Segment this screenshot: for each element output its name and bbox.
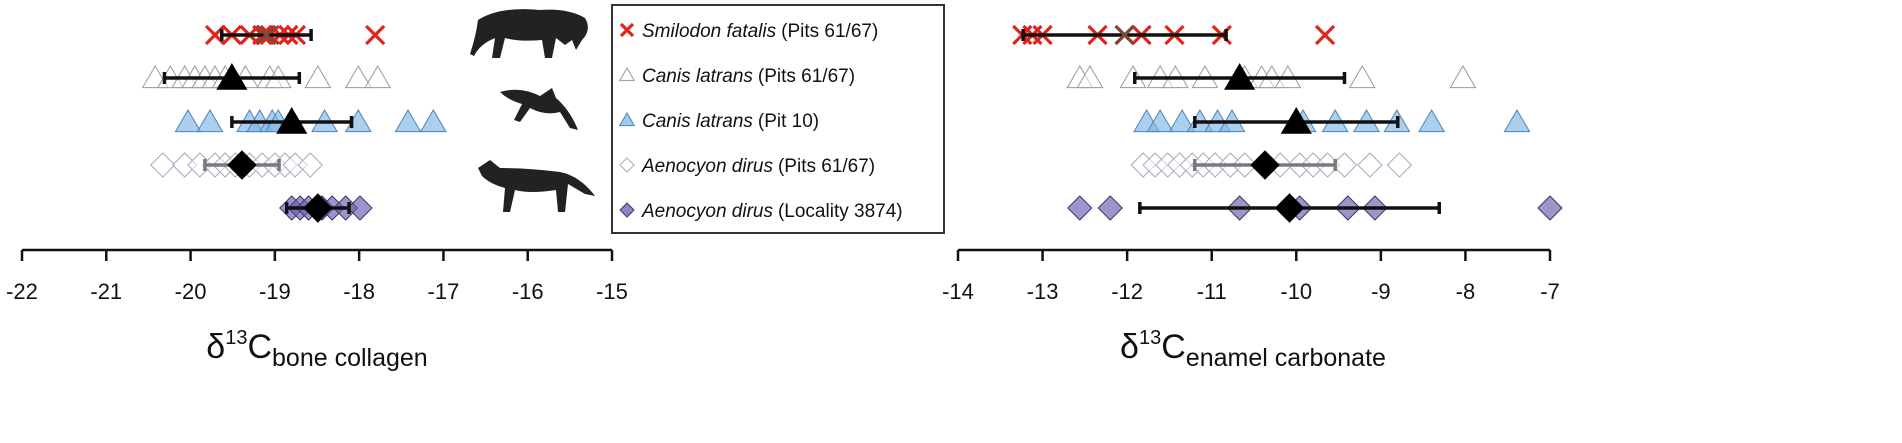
x-axis-label-part: enamel carbonate <box>1186 344 1386 372</box>
smilodon-silhouette <box>470 9 588 58</box>
legend-marker <box>619 22 635 38</box>
legend-group: (Pit 10) <box>758 111 819 132</box>
data-point <box>1418 109 1446 133</box>
legend-label: Aenocyon dirus (Locality 3874) <box>641 201 903 222</box>
data-point <box>1348 65 1376 89</box>
data-point <box>1146 109 1174 133</box>
data-point <box>174 109 202 133</box>
data-point <box>196 109 224 133</box>
x-tick-label: -20 <box>175 279 207 304</box>
data-point <box>150 152 176 178</box>
data-point <box>1067 195 1093 221</box>
x-tick-label: -15 <box>596 279 628 304</box>
x-axis-label: δ13Cbone collagen <box>206 327 427 372</box>
data-point <box>347 195 373 221</box>
legend-marker <box>618 112 636 127</box>
mean-marker <box>276 107 308 134</box>
x-axis-label-part: 13 <box>1139 327 1161 349</box>
data-point <box>1537 195 1563 221</box>
mean-marker <box>1250 150 1280 180</box>
data-point <box>1097 195 1123 221</box>
legend-name: Canis latrans <box>642 66 753 87</box>
data-point <box>1357 152 1383 178</box>
data-point <box>304 65 332 89</box>
direwolf-silhouette <box>478 160 595 212</box>
mean-marker <box>1224 63 1256 90</box>
x-tick-label: -19 <box>259 279 291 304</box>
mean-marker <box>1274 193 1305 223</box>
data-point <box>364 65 392 89</box>
mean-marker <box>1280 107 1312 134</box>
x-tick-label: -18 <box>343 279 375 304</box>
legend-name: Aenocyon dirus <box>641 156 773 177</box>
x-axis-label-part: C <box>247 328 272 366</box>
x-tick-label: -21 <box>90 279 122 304</box>
x-tick-label: -10 <box>1280 279 1312 304</box>
data-point <box>1386 152 1413 178</box>
data-point <box>297 152 323 178</box>
data-point <box>344 65 372 89</box>
x-axis-label-part: C <box>1161 328 1186 366</box>
mean-marker <box>303 193 333 223</box>
legend-label: Smilodon fatalis (Pits 61/67) <box>642 21 878 42</box>
mean-marker <box>1114 24 1135 46</box>
x-tick-label: -14 <box>942 279 974 304</box>
legend-name: Smilodon fatalis <box>642 21 777 42</box>
x-axis-label: δ13Cenamel carbonate <box>1120 327 1386 372</box>
data-point <box>394 109 422 133</box>
silhouettes <box>470 9 595 212</box>
legend-group: (Pits 61/67) <box>781 21 878 42</box>
data-point <box>1314 24 1336 46</box>
x-tick-label: -13 <box>1027 279 1059 304</box>
x-tick-label: -17 <box>428 279 460 304</box>
data-point <box>1449 65 1477 89</box>
x-axis-label-part: 13 <box>225 327 247 349</box>
x-axis-label-part: δ <box>206 328 225 366</box>
data-point <box>419 109 447 133</box>
mean-marker <box>216 63 248 90</box>
x-tick-label: -8 <box>1456 279 1476 304</box>
legend-group: (Pits 61/67) <box>758 66 855 87</box>
x-tick-label: -11 <box>1197 279 1227 304</box>
legend-group: (Locality 3874) <box>778 201 903 222</box>
legend-name: Aenocyon dirus <box>641 201 773 222</box>
x-tick-label: -16 <box>512 279 544 304</box>
legend-name: Canis latrans <box>642 111 753 132</box>
data-point <box>1168 109 1196 133</box>
x-tick-label: -9 <box>1371 279 1391 304</box>
legend-group: (Pits 61/67) <box>778 156 875 177</box>
x-tick-label: -12 <box>1111 279 1143 304</box>
coyote-silhouette <box>500 88 578 130</box>
legend-marker <box>618 67 636 82</box>
mean-marker <box>227 150 257 180</box>
x-tick-label: -7 <box>1540 279 1560 304</box>
legend-marker <box>619 202 635 218</box>
legend-marker <box>619 157 635 173</box>
legend-box <box>611 4 945 234</box>
legend-label: Canis latrans (Pits 61/67) <box>642 66 855 87</box>
data-point <box>365 24 386 46</box>
x-axis-label-part: bone collagen <box>272 344 428 372</box>
legend-label: Canis latrans (Pit 10) <box>642 111 819 132</box>
mean-marker <box>256 24 277 46</box>
data-point <box>1503 109 1531 133</box>
x-axis-label-part: δ <box>1120 328 1139 366</box>
data-point <box>1076 65 1104 89</box>
x-tick-label: -22 <box>6 279 38 304</box>
legend-label: Aenocyon dirus (Pits 61/67) <box>641 156 875 177</box>
